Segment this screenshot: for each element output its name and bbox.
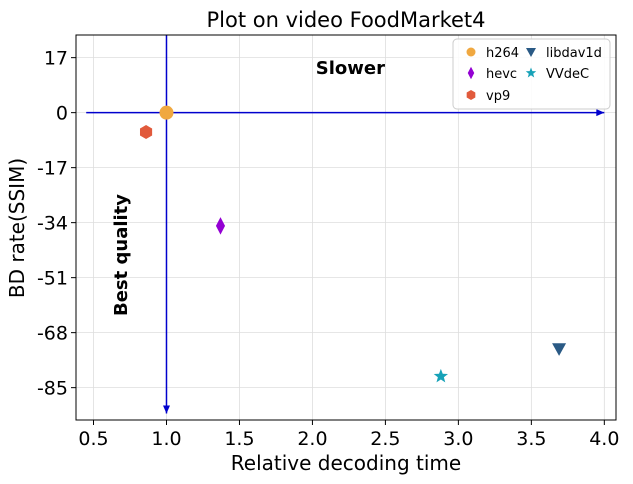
legend-label: vp9 bbox=[486, 89, 510, 104]
data-point-hevc bbox=[215, 217, 226, 235]
annotations: Slower Best quality bbox=[111, 58, 385, 316]
y-tick-label: 17 bbox=[44, 48, 68, 70]
data-marks bbox=[139, 105, 567, 383]
legend-item-hevc: hevc bbox=[467, 66, 517, 82]
data-point-h264 bbox=[159, 105, 174, 120]
y-axis-ticks: 17 0 -17 -34 -51 -68 -85 bbox=[37, 48, 76, 400]
legend-item-libdav1d: libdav1d bbox=[526, 46, 602, 61]
legend-item-h264: h264 bbox=[466, 46, 519, 61]
y-tick-label: -34 bbox=[37, 213, 68, 235]
legend-label: VVdeC bbox=[546, 67, 589, 82]
plot-frame bbox=[75, 34, 617, 421]
legend-label: libdav1d bbox=[546, 46, 602, 61]
y-tick-label: 0 bbox=[56, 103, 68, 125]
x-tick-label: 1.5 bbox=[224, 428, 254, 450]
data-point-libdav1d bbox=[552, 343, 567, 356]
y-axis-label: BD rate(SSIM) bbox=[5, 158, 29, 298]
annotation-best-quality: Best quality bbox=[111, 194, 132, 316]
legend: h264 hevc vp9 libdav1d VVdeC bbox=[452, 38, 611, 110]
guide-arrow-head bbox=[596, 109, 605, 117]
x-tick-label: 4.0 bbox=[589, 428, 619, 450]
data-point-vvdec bbox=[433, 368, 448, 383]
legend-marker-h264 bbox=[466, 47, 476, 57]
legend-marker-hevc bbox=[467, 66, 475, 80]
legend-label: hevc bbox=[486, 67, 517, 82]
x-tick-label: 1.0 bbox=[151, 428, 181, 450]
y-tick-label: -85 bbox=[37, 378, 68, 400]
x-tick-label: 0.5 bbox=[78, 428, 108, 450]
y-tick-label: -51 bbox=[37, 268, 68, 290]
annotation-slower: Slower bbox=[316, 58, 385, 79]
legend-marker-vvdec bbox=[525, 67, 537, 78]
x-tick-label: 3.5 bbox=[516, 428, 546, 450]
legend-marker-libdav1d bbox=[526, 48, 536, 57]
y-tick-label: -17 bbox=[37, 158, 68, 180]
data-point-vp9 bbox=[139, 125, 153, 140]
guide-arrow-head bbox=[162, 405, 170, 414]
chart-title: Plot on video FoodMarket4 bbox=[206, 8, 485, 32]
legend-item-vp9: vp9 bbox=[466, 89, 510, 104]
legend-item-vvdec: VVdeC bbox=[525, 67, 589, 82]
x-tick-label: 2.0 bbox=[297, 428, 327, 450]
x-axis-ticks: 0.5 1.0 1.5 2.0 2.5 3.0 3.5 4.0 bbox=[78, 420, 619, 450]
x-axis-label: Relative decoding time bbox=[231, 451, 461, 475]
legend-label: h264 bbox=[486, 46, 519, 61]
legend-marker-vp9 bbox=[466, 90, 476, 100]
y-tick-label: -68 bbox=[37, 323, 68, 345]
x-tick-label: 2.5 bbox=[370, 428, 400, 450]
x-tick-label: 3.0 bbox=[443, 428, 473, 450]
